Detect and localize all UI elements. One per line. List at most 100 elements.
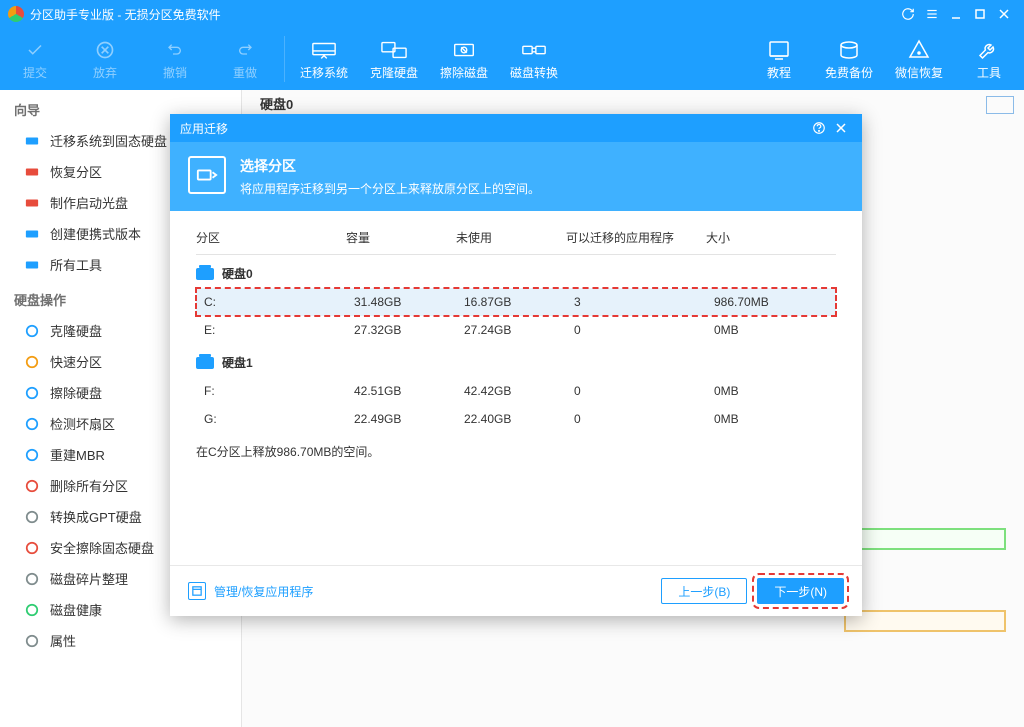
dialog-header-sub: 将应用程序迁移到另一个分区上来释放原分区上的空间。 bbox=[240, 180, 540, 197]
col-capacity: 容量 bbox=[346, 229, 456, 246]
cell-capacity: 42.51GB bbox=[354, 384, 464, 398]
sidebar-item[interactable]: 属性 bbox=[0, 625, 241, 656]
col-partition: 分区 bbox=[196, 229, 346, 246]
disk-group-row: 硬盘0 bbox=[196, 255, 836, 288]
partition-row[interactable]: E:27.32GB27.24GB00MB bbox=[196, 316, 836, 344]
redo-button[interactable]: 重做 bbox=[210, 28, 280, 90]
partition-row[interactable]: G:22.49GB22.40GB00MB bbox=[196, 405, 836, 433]
cell-apps: 0 bbox=[574, 412, 714, 426]
sidebar-icon bbox=[24, 354, 40, 370]
sidebar-icon bbox=[24, 509, 40, 525]
dialog-close-button[interactable] bbox=[830, 117, 852, 139]
free-backup-button[interactable]: 免费备份 bbox=[814, 28, 884, 90]
sidebar-icon bbox=[24, 164, 40, 180]
app-logo-icon bbox=[8, 6, 24, 22]
sidebar-icon bbox=[24, 195, 40, 211]
sidebar-item-label: 磁盘健康 bbox=[50, 600, 102, 619]
cell-apps: 0 bbox=[574, 323, 714, 337]
sidebar-icon bbox=[24, 540, 40, 556]
manage-link-label: 管理/恢复应用程序 bbox=[214, 583, 313, 600]
partition-row[interactable]: F:42.51GB42.42GB00MB bbox=[196, 377, 836, 405]
disk-group-row: 硬盘1 bbox=[196, 344, 836, 377]
sidebar-item-label: 转换成GPT硬盘 bbox=[50, 507, 142, 526]
migrate-os-button[interactable]: 迁移系统 bbox=[289, 28, 359, 90]
sidebar-item-label: 检测坏扇区 bbox=[50, 414, 115, 433]
cell-capacity: 27.32GB bbox=[354, 323, 464, 337]
cell-apps: 0 bbox=[574, 384, 714, 398]
menu-icon[interactable] bbox=[920, 2, 944, 26]
dialog-body: 分区 容量 未使用 可以迁移的应用程序 大小 硬盘0C:31.48GB16.87… bbox=[170, 211, 862, 565]
dialog-header-title: 选择分区 bbox=[240, 156, 540, 176]
cell-drive: F: bbox=[204, 384, 354, 398]
dialog-header: 选择分区 将应用程序迁移到另一个分区上来释放原分区上的空间。 bbox=[170, 142, 862, 211]
dialog-title: 应用迁移 bbox=[180, 120, 228, 137]
col-unused: 未使用 bbox=[456, 229, 566, 246]
table-header: 分区 容量 未使用 可以迁移的应用程序 大小 bbox=[196, 229, 836, 255]
cell-capacity: 31.48GB bbox=[354, 295, 464, 309]
migrate-icon bbox=[188, 156, 226, 194]
partition-table: 分区 容量 未使用 可以迁移的应用程序 大小 硬盘0C:31.48GB16.87… bbox=[196, 229, 836, 433]
sidebar-icon bbox=[24, 323, 40, 339]
cell-drive: E: bbox=[204, 323, 354, 337]
sidebar-icon bbox=[24, 633, 40, 649]
col-size: 大小 bbox=[706, 229, 836, 246]
disk-icon bbox=[196, 357, 214, 369]
maximize-button[interactable] bbox=[968, 2, 992, 26]
cell-capacity: 22.49GB bbox=[354, 412, 464, 426]
cell-size: 986.70MB bbox=[714, 295, 836, 309]
wipe-disk-button[interactable]: 擦除磁盘 bbox=[429, 28, 499, 90]
disk-icon bbox=[196, 268, 214, 280]
wechat-recovery-button[interactable]: 微信恢复 bbox=[884, 28, 954, 90]
discard-button[interactable]: 放弃 bbox=[70, 28, 140, 90]
minimize-button[interactable] bbox=[944, 2, 968, 26]
commit-button[interactable]: 提交 bbox=[0, 28, 70, 90]
cell-unused: 22.40GB bbox=[464, 412, 574, 426]
sidebar-item-label: 重建MBR bbox=[50, 445, 105, 464]
sidebar-item-label: 制作启动光盘 bbox=[50, 193, 128, 212]
cell-unused: 27.24GB bbox=[464, 323, 574, 337]
partition-row[interactable]: C:31.48GB16.87GB3986.70MB bbox=[196, 288, 836, 316]
main-toolbar: 提交 放弃 撤销 重做 迁移系统 克隆硬盘 擦除磁盘 磁盘转换 教程 免费备份 … bbox=[0, 28, 1024, 90]
cell-unused: 16.87GB bbox=[464, 295, 574, 309]
disk-name: 硬盘1 bbox=[222, 354, 253, 371]
manage-icon bbox=[188, 582, 206, 600]
view-toggle-icon[interactable] bbox=[986, 96, 1014, 114]
sidebar-item-label: 迁移系统到固态硬盘 bbox=[50, 131, 167, 150]
clone-disk-button[interactable]: 克隆硬盘 bbox=[359, 28, 429, 90]
tutorial-button[interactable]: 教程 bbox=[744, 28, 814, 90]
cell-size: 0MB bbox=[714, 323, 836, 337]
next-button[interactable]: 下一步(N) bbox=[757, 578, 844, 604]
help-icon[interactable] bbox=[808, 117, 830, 139]
cell-unused: 42.42GB bbox=[464, 384, 574, 398]
sidebar-item-label: 快速分区 bbox=[50, 352, 102, 371]
disk0-label: 硬盘0 bbox=[260, 94, 293, 113]
dialog-footer: 管理/恢复应用程序 上一步(B) 下一步(N) bbox=[170, 565, 862, 616]
sidebar-icon bbox=[24, 226, 40, 242]
prev-button[interactable]: 上一步(B) bbox=[661, 578, 747, 604]
disk-convert-button[interactable]: 磁盘转换 bbox=[499, 28, 569, 90]
sidebar-item-label: 属性 bbox=[50, 631, 76, 650]
title-bar: 分区助手专业版 - 无损分区免费软件 bbox=[0, 0, 1024, 28]
sidebar-icon bbox=[24, 133, 40, 149]
window-title: 分区助手专业版 - 无损分区免费软件 bbox=[30, 6, 221, 23]
cell-drive: C: bbox=[204, 295, 354, 309]
close-button[interactable] bbox=[992, 2, 1016, 26]
sidebar-item-label: 创建便携式版本 bbox=[50, 224, 141, 243]
cell-drive: G: bbox=[204, 412, 354, 426]
tools-button[interactable]: 工具 bbox=[954, 28, 1024, 90]
refresh-icon[interactable] bbox=[896, 2, 920, 26]
sidebar-icon bbox=[24, 385, 40, 401]
sidebar-item-label: 磁盘碎片整理 bbox=[50, 569, 128, 588]
partition-bar-orange bbox=[844, 610, 1006, 632]
sidebar-item-label: 恢复分区 bbox=[50, 162, 102, 181]
cell-size: 0MB bbox=[714, 412, 836, 426]
undo-button[interactable]: 撤销 bbox=[140, 28, 210, 90]
sidebar-item-label: 擦除硬盘 bbox=[50, 383, 102, 402]
sidebar-icon bbox=[24, 602, 40, 618]
sidebar-icon bbox=[24, 416, 40, 432]
manage-apps-link[interactable]: 管理/恢复应用程序 bbox=[188, 582, 313, 600]
sidebar-item-label: 安全擦除固态硬盘 bbox=[50, 538, 154, 557]
cell-apps: 3 bbox=[574, 295, 714, 309]
col-apps: 可以迁移的应用程序 bbox=[566, 229, 706, 246]
sidebar-icon bbox=[24, 257, 40, 273]
